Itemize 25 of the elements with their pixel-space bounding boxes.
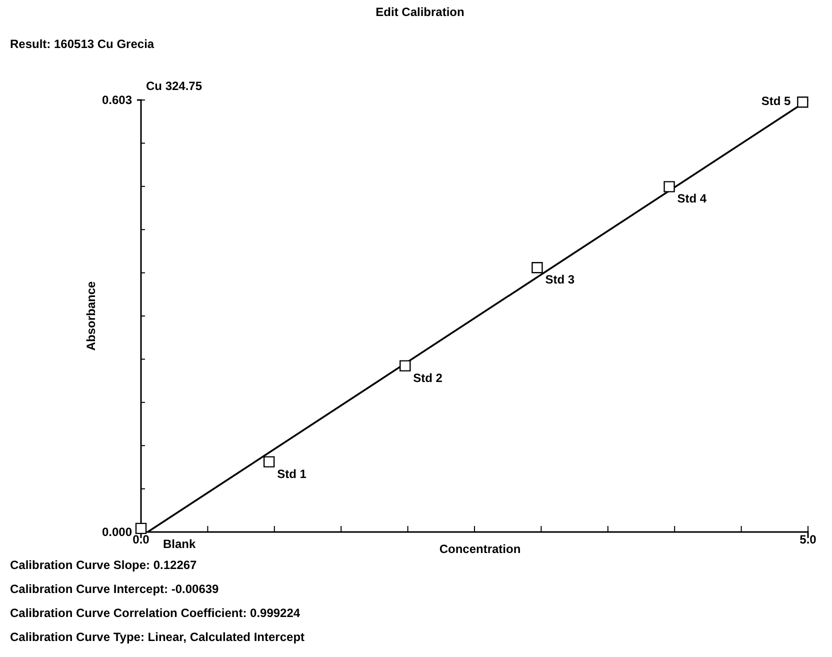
point bbox=[263, 456, 275, 468]
point bbox=[797, 96, 808, 108]
annotation: Std 5 bbox=[761, 94, 791, 108]
annotation: Std 1 bbox=[277, 466, 307, 481]
y-tick-label: 0.000 bbox=[102, 524, 132, 539]
point bbox=[532, 262, 543, 274]
x-axis-title: Concentration bbox=[439, 542, 521, 556]
text: Calibration Curve Correlation Coefficient: 0.999224 bbox=[10, 606, 300, 620]
point bbox=[664, 181, 675, 192]
y-axis-title: Absorbance bbox=[84, 281, 98, 351]
annotation: Std 3 bbox=[545, 272, 575, 287]
chart-title: Edit Calibration bbox=[376, 5, 464, 19]
x-tick-label: 0.0 bbox=[132, 532, 150, 547]
text: Calibration Curve Type: Linear, Calculated Intercept bbox=[10, 630, 305, 644]
point bbox=[400, 360, 411, 372]
text: Cu 324.75 bbox=[146, 79, 202, 93]
y-tick-label: 0.603 bbox=[102, 92, 132, 107]
annotation: Blank bbox=[163, 537, 196, 551]
chart-subtitle: Result: 160513 Cu Grecia bbox=[10, 37, 154, 51]
annotation: Std 2 bbox=[413, 370, 443, 385]
text: Calibration Curve Intercept: -0.00639 bbox=[10, 582, 220, 596]
x-tick-label: 5.0 bbox=[800, 532, 817, 547]
text: Calibration Curve Slope: 0.12267 bbox=[10, 558, 198, 572]
annotation: Std 4 bbox=[677, 192, 707, 206]
point bbox=[135, 522, 147, 534]
